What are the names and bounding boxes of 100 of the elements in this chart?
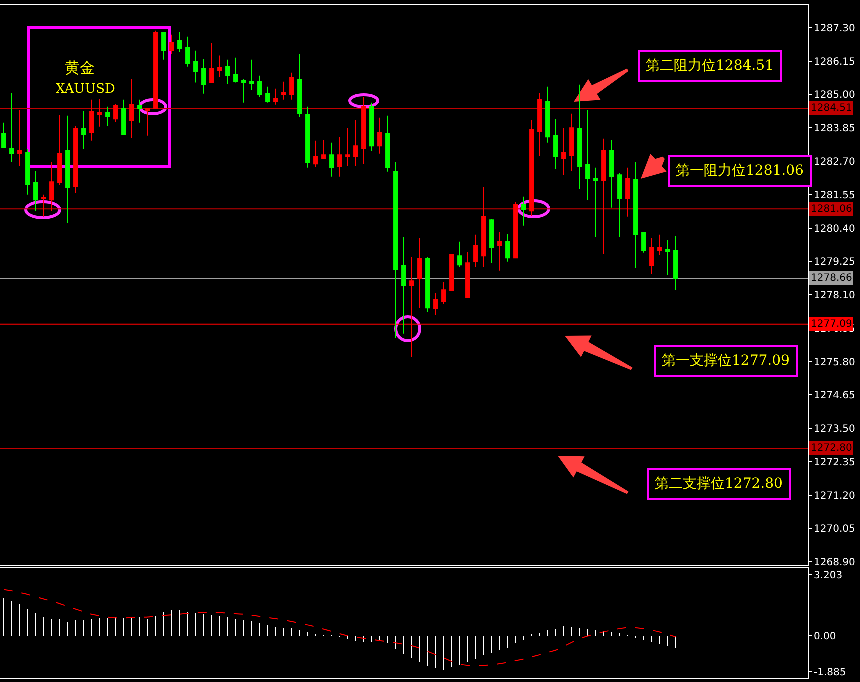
- y-tick-label: 1282.70: [814, 156, 856, 168]
- candlestick: [282, 81, 286, 100]
- candlestick: [610, 139, 614, 208]
- ref-line-label: 1272.80: [811, 443, 852, 454]
- candlestick: [626, 167, 630, 218]
- annotation: 第二支撑位1272.80: [655, 476, 783, 492]
- candlestick: [578, 84, 582, 190]
- candlestick: [42, 194, 46, 218]
- candlestick: [362, 96, 366, 165]
- candlestick: [562, 128, 566, 176]
- candlestick: [538, 92, 542, 156]
- candlestick: [434, 292, 438, 316]
- candlestick: [602, 138, 606, 255]
- candlestick: [474, 234, 478, 268]
- candlestick: [26, 148, 30, 196]
- y-tick-label: 1274.65: [814, 390, 856, 402]
- candlestick: [290, 72, 294, 100]
- candlestick: [346, 128, 350, 167]
- candlestick: [330, 142, 334, 178]
- candlestick: [658, 234, 662, 256]
- y-tick-label: 1275.80: [814, 357, 856, 368]
- candlestick: [586, 110, 590, 201]
- candlestick: [666, 240, 670, 276]
- candlestick: [674, 236, 678, 291]
- candlestick: [594, 167, 598, 238]
- candlestick: [354, 119, 358, 167]
- candlestick: [162, 32, 166, 60]
- candlestick: [234, 57, 238, 84]
- candlestick: [642, 232, 646, 254]
- candlestick: [226, 59, 230, 84]
- candlestick: [426, 256, 430, 313]
- candlestick: [114, 103, 118, 122]
- candlestick: [2, 122, 6, 148]
- y-tick-label: -1.885: [814, 667, 846, 678]
- ref-line-label: 1281.06: [811, 204, 852, 215]
- candlestick: [530, 119, 534, 217]
- candlestick: [386, 115, 390, 172]
- candlestick: [242, 78, 246, 104]
- candlestick: [34, 170, 38, 212]
- candlestick: [546, 86, 550, 144]
- candlestick: [210, 42, 214, 84]
- y-tick-label: 1272.35: [814, 457, 856, 468]
- candlestick: [466, 252, 470, 298]
- candlestick: [554, 118, 558, 170]
- candlestick: [402, 236, 406, 334]
- candlestick: [634, 162, 638, 269]
- y-tick-label: 1271.20: [814, 490, 856, 502]
- candlestick: [370, 102, 374, 152]
- candlestick: [218, 55, 222, 78]
- candlestick: [10, 92, 14, 163]
- candlestick: [258, 75, 262, 98]
- candlestick: [74, 126, 78, 194]
- y-tick-label: 1281.55: [814, 190, 856, 202]
- y-tick-label: 1283.85: [814, 124, 856, 135]
- candlestick: [170, 34, 174, 55]
- y-tick-label: 1270.05: [814, 524, 856, 536]
- candlestick: [90, 99, 94, 142]
- candlestick: [18, 110, 22, 167]
- candlestick: [418, 238, 422, 309]
- candlestick: [98, 98, 102, 128]
- candlestick: [522, 196, 526, 226]
- candlestick: [506, 234, 510, 262]
- candlestick: [314, 140, 318, 168]
- candlestick: [498, 232, 502, 272]
- candlestick: [138, 99, 142, 124]
- candlestick: [274, 88, 278, 106]
- y-tick-label: 1280.40: [814, 224, 856, 235]
- annotation: 第二阻力位1284.51: [646, 58, 774, 74]
- candlestick: [570, 113, 574, 172]
- candlestick: [298, 54, 302, 118]
- candlestick: [618, 172, 622, 238]
- candlestick: [202, 58, 206, 94]
- candlestick: [338, 136, 342, 178]
- candlestick: [146, 108, 150, 136]
- candlestick: [130, 78, 134, 138]
- candlestick: [186, 36, 190, 68]
- annotation: 第一支撑位1277.09: [662, 353, 790, 369]
- candlestick: [514, 202, 518, 259]
- candlestick: [194, 50, 198, 84]
- candlestick: [306, 106, 310, 168]
- y-tick-label: 1273.50: [814, 424, 856, 436]
- candlestick: [442, 281, 446, 305]
- candlestick: [482, 186, 486, 268]
- candlestick: [50, 162, 54, 212]
- candlestick: [458, 241, 462, 268]
- y-tick-label: 1286.15: [814, 56, 856, 68]
- candlestick: [178, 32, 182, 53]
- annotation: 第一阻力位1281.06: [676, 163, 804, 179]
- candlestick: [322, 139, 326, 160]
- candlestick: [154, 30, 158, 110]
- ref-line-label: 1278.66: [811, 273, 852, 284]
- y-tick-label: 3.203: [814, 570, 843, 582]
- candlestick: [450, 254, 454, 292]
- annotation: 黄金: [65, 59, 95, 77]
- candlestick: [82, 110, 86, 150]
- y-tick-label: 1279.25: [814, 257, 856, 268]
- y-tick-label: 1268.90: [814, 558, 856, 569]
- candlestick: [266, 86, 270, 104]
- annotation: XAUUSD: [56, 82, 116, 97]
- candlestick: [378, 117, 382, 154]
